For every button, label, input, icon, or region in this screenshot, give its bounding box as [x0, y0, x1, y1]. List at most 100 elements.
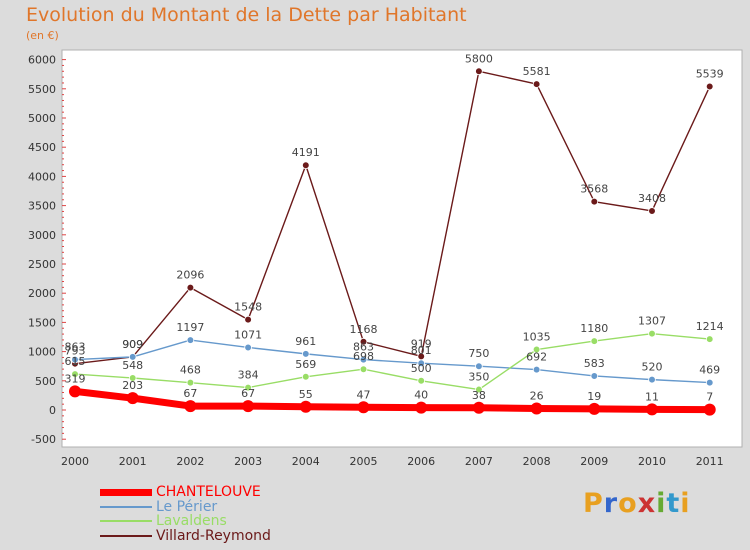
data-label: 67 [183, 387, 197, 400]
data-point [359, 365, 368, 374]
data-point [532, 365, 541, 374]
data-label: 961 [295, 335, 316, 348]
data-label: 19 [587, 390, 601, 403]
data-label: 548 [122, 359, 143, 372]
data-point [646, 403, 658, 416]
data-label: 1214 [696, 320, 724, 333]
data-label: 569 [295, 358, 316, 371]
data-point [705, 335, 714, 343]
data-label: 38 [472, 389, 486, 402]
data-label: 384 [238, 369, 259, 382]
data-point [359, 337, 368, 346]
x-tick-label: 2000 [61, 455, 89, 468]
data-point [475, 385, 483, 394]
data-point [417, 359, 426, 368]
data-point [299, 400, 312, 413]
data-label: 583 [584, 357, 605, 370]
data-label: 801 [411, 344, 432, 357]
data-label: 203 [122, 379, 143, 392]
data-label: 2096 [176, 269, 204, 282]
y-tick-label: 2500 [28, 258, 56, 271]
series-line [74, 387, 710, 414]
legend-label: Le Périer [156, 498, 218, 515]
x-tick-label: 2002 [176, 455, 204, 468]
legend-swatch [100, 505, 152, 508]
logo-letter: x [637, 488, 657, 519]
data-label: 750 [468, 347, 489, 360]
x-tick-label: 2001 [119, 455, 147, 468]
data-label: 4191 [292, 146, 320, 159]
data-label: 909 [122, 338, 143, 351]
data-label: 67 [241, 387, 255, 400]
series-line [74, 332, 710, 391]
data-point [590, 372, 599, 380]
data-label: 5800 [465, 52, 493, 65]
data-point [415, 401, 428, 414]
data-label: 793 [65, 345, 86, 358]
data-point [242, 400, 255, 413]
data-point [128, 374, 137, 382]
data-point [71, 370, 79, 378]
data-label: 863 [65, 341, 86, 354]
logo-letter: P [583, 488, 604, 519]
data-label: 1307 [638, 315, 666, 328]
data-label: 3568 [580, 183, 608, 196]
data-label: 1180 [580, 322, 608, 335]
data-point [417, 376, 426, 385]
data-point [126, 392, 139, 405]
data-point [69, 385, 81, 398]
legend-swatch [100, 520, 152, 522]
data-label: 1548 [234, 301, 262, 314]
y-tick-label: 3000 [28, 229, 56, 242]
legend-swatch [100, 488, 152, 496]
y-tick-label: 5000 [28, 112, 56, 125]
data-label: 863 [353, 341, 374, 354]
y-tick-label: 500 [35, 375, 56, 388]
proxiti-logo: Proxiti [583, 488, 691, 519]
data-label: 350 [468, 371, 489, 384]
x-tick-label: 2006 [407, 455, 435, 468]
data-label: 7 [706, 391, 713, 404]
legend-label: Lavaldens [156, 513, 227, 529]
y-tick-label: 3500 [28, 200, 56, 213]
x-tick-label: 2008 [523, 455, 551, 468]
data-point [588, 402, 601, 415]
y-tick-label: 1500 [28, 316, 56, 329]
data-label: 1035 [523, 331, 551, 344]
data-point [128, 353, 137, 361]
x-tick-label: 2011 [696, 455, 724, 468]
data-point [244, 315, 252, 324]
data-point [472, 401, 485, 414]
data-label: 615 [65, 355, 86, 368]
data-point [590, 337, 599, 345]
data-label: 319 [65, 372, 86, 385]
data-point [301, 161, 310, 170]
y-tick-label: 2000 [28, 287, 56, 300]
logo-letter: i [656, 488, 667, 519]
data-label: 5581 [523, 65, 551, 78]
data-point [184, 400, 197, 413]
data-point [475, 67, 483, 76]
data-point [186, 283, 195, 292]
data-label: 55 [299, 388, 313, 401]
legend-label: Villard-Reymond [156, 527, 271, 544]
y-tick-label: 6000 [28, 54, 56, 67]
plot-background [61, 49, 743, 448]
y-tick-label: -500 [31, 433, 56, 446]
logo-letter: i [680, 488, 691, 519]
chart-subtitle: (en €) [26, 29, 59, 42]
data-point [244, 343, 252, 352]
data-point [71, 355, 79, 364]
y-tick-label: 0 [49, 404, 56, 417]
x-tick-label: 2007 [465, 455, 493, 468]
data-label: 698 [353, 350, 374, 363]
x-tick-label: 2010 [638, 455, 666, 468]
series-line [74, 339, 710, 384]
y-tick-label: 4000 [28, 170, 56, 183]
logo-letter: o [618, 488, 638, 519]
data-point [590, 197, 599, 206]
data-point [648, 207, 656, 215]
data-point [357, 401, 370, 414]
data-label: 909 [122, 338, 143, 351]
